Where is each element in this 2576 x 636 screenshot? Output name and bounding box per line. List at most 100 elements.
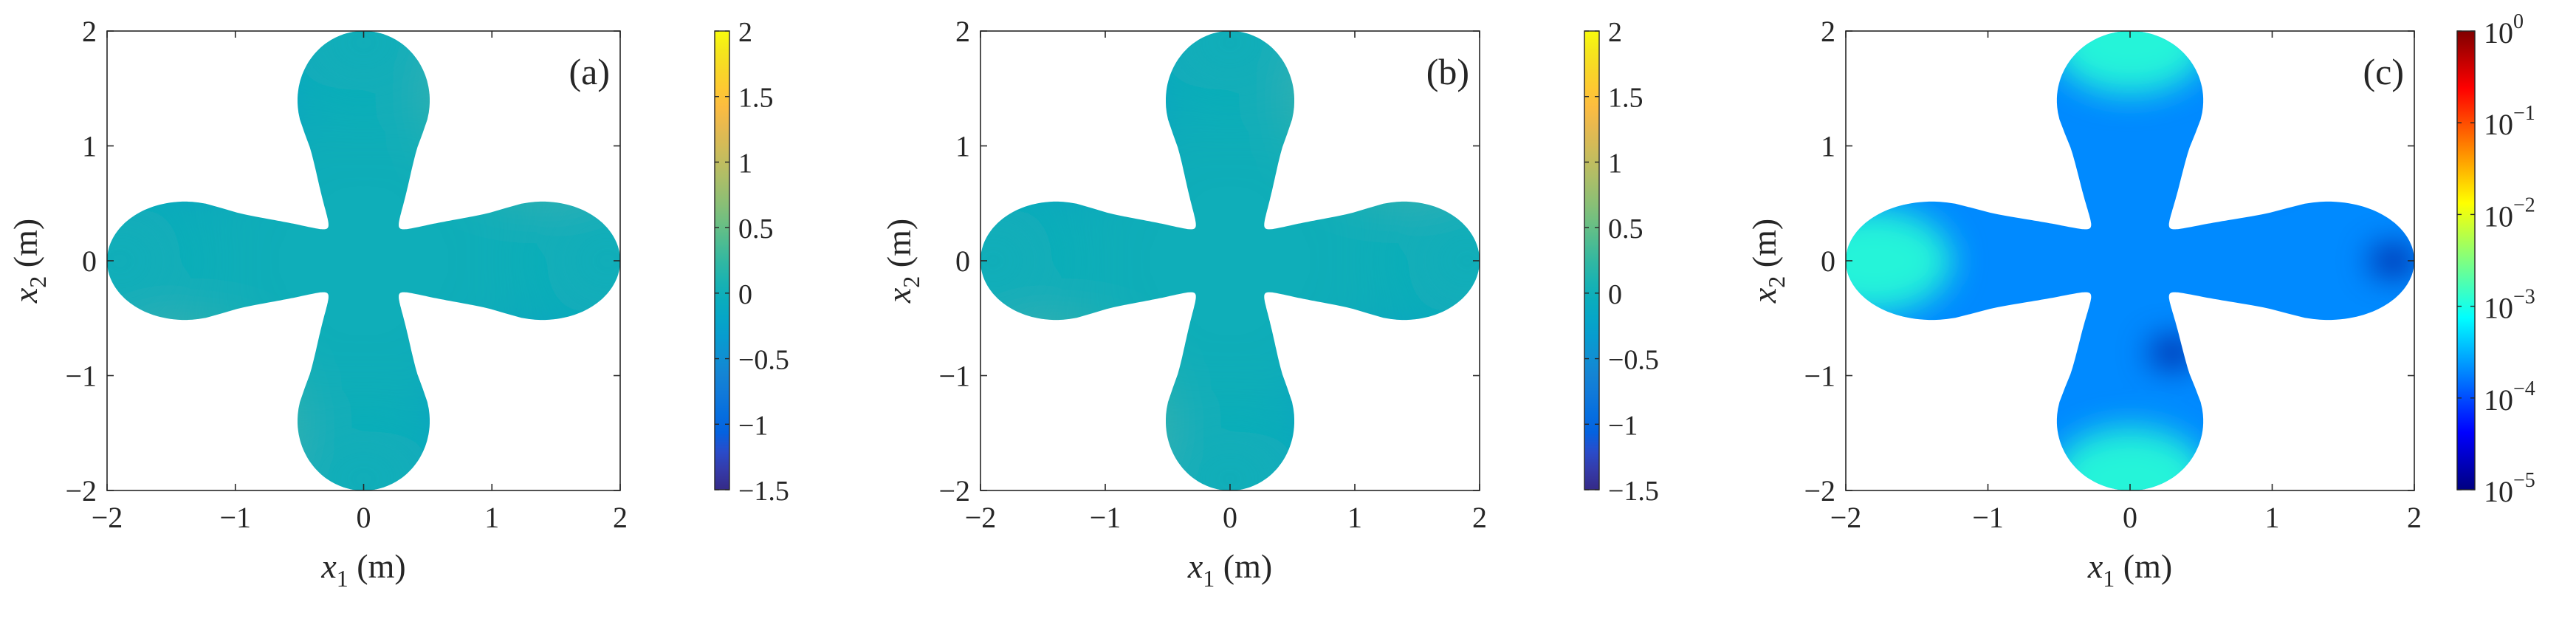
x-tick-label: 0	[357, 501, 371, 534]
x-axis-label-var: x	[320, 547, 337, 585]
field-sample-point	[1937, 361, 1982, 390]
x-axis-label-unit: (m)	[2115, 547, 2172, 585]
colorbar-tick-base: 10	[2484, 16, 2513, 49]
field-sample-point	[2052, 427, 2208, 490]
x-axis-label-sub: 1	[1203, 565, 1215, 592]
x-axis-label-unit: (m)	[1215, 547, 1272, 585]
field-sample-point	[107, 209, 190, 312]
y-axis-label-unit: (m)	[7, 219, 44, 276]
colorbar-tick-base: 10	[2484, 475, 2513, 508]
y-tick-label: 1	[955, 130, 970, 163]
colorbar	[714, 30, 730, 490]
y-axis-label-sub: 2	[1763, 276, 1790, 288]
field-sample-point	[2244, 363, 2400, 468]
y-tick-label: 2	[955, 15, 970, 48]
colorbar-tick-label: −1.5	[1608, 476, 1659, 507]
field-sample-point	[2052, 31, 2208, 95]
colorbar	[1584, 30, 1600, 490]
y-axis-label: x2 (m)	[7, 219, 51, 304]
colorbar-tick-base: 10	[2484, 292, 2513, 325]
colorbar-tick-label: −1	[1608, 410, 1638, 441]
colorbar-tick-exponent: −5	[2513, 469, 2535, 492]
x-tick-label: −2	[965, 501, 997, 534]
x-tick-label: −1	[219, 501, 251, 534]
colorbar-tick-label: 2	[738, 17, 752, 48]
colorbar-tick-label: 1	[738, 148, 752, 179]
y-axis-label-var: x	[7, 287, 44, 304]
x-tick-label: 0	[1223, 501, 1237, 534]
x-tick-label: 2	[613, 501, 628, 534]
field-sample-point	[1846, 209, 1953, 312]
panel-label: (a)	[569, 51, 611, 92]
colorbar-tick-label: −1	[738, 410, 768, 441]
y-tick-label: 2	[1821, 15, 1835, 48]
colorbar-tick-exponent: −1	[2513, 102, 2535, 125]
field-sample-point	[466, 363, 608, 468]
panel-label: (c)	[2363, 51, 2405, 92]
panel-label: (b)	[1426, 51, 1469, 92]
y-tick-label: −1	[938, 360, 970, 393]
y-tick-label: −2	[938, 474, 970, 507]
field-sample-point	[2235, 154, 2281, 183]
y-tick-label: 2	[82, 15, 97, 48]
x-axis-label-sub: 1	[337, 565, 348, 592]
colorbar-tick-base: 10	[2484, 383, 2513, 417]
colorbar-tick-label: 10−5	[2484, 469, 2535, 508]
y-axis-label-sub: 2	[898, 276, 924, 288]
y-axis-label-unit: (m)	[1745, 219, 1783, 276]
field-sample-point	[120, 54, 261, 158]
colorbar-tick-label: −0.5	[1608, 345, 1659, 376]
field-sample-point	[1161, 31, 1299, 95]
y-tick-label: 1	[82, 130, 97, 163]
field-sample-point	[2149, 338, 2196, 367]
y-tick-label: −1	[1804, 360, 1835, 393]
field-sample-point	[292, 427, 435, 490]
x-tick-label: −1	[1090, 501, 1122, 534]
colorbar-tick-label: −0.5	[738, 345, 789, 376]
y-tick-label: 0	[1821, 245, 1835, 278]
field-sample-point	[1330, 363, 1468, 468]
colorbar-tick-label: 1.5	[1608, 83, 1644, 114]
colorbar-tick-label: 10−2	[2484, 194, 2535, 233]
field-sample-point	[1937, 98, 1982, 126]
colorbar	[2456, 30, 2476, 490]
x-tick-label: 1	[2265, 501, 2280, 534]
field	[1846, 31, 2414, 490]
colorbar-tick-label: 0	[738, 279, 752, 310]
field-sample-point	[980, 209, 1062, 312]
x-axis-label-sub: 1	[2103, 565, 2115, 592]
y-tick-label: −2	[65, 474, 97, 507]
x-axis-label-var: x	[1187, 547, 1203, 585]
y-axis-label-var: x	[1745, 287, 1783, 304]
y-tick-label: 0	[82, 245, 97, 278]
x-axis-label: x1 (m)	[1187, 547, 1272, 592]
y-tick-label: 0	[955, 245, 970, 278]
x-axis-label-var: x	[2087, 547, 2103, 585]
x-tick-label: −2	[1830, 501, 1862, 534]
field-sample-point	[120, 363, 261, 468]
colorbar-tick-label: 0.5	[1608, 213, 1644, 245]
y-tick-label: −2	[1804, 474, 1835, 507]
x-axis-label-unit: (m)	[348, 547, 406, 585]
colorbar-tick-base: 10	[2484, 199, 2513, 233]
colorbar-tick-exponent: 0	[2513, 10, 2524, 33]
y-axis-label: x2 (m)	[880, 219, 924, 304]
colorbar-tick-exponent: −2	[2513, 194, 2535, 216]
y-axis-label-var: x	[880, 287, 918, 304]
y-axis-label: x2 (m)	[1745, 219, 1790, 304]
colorbar-tick-label: 10−1	[2484, 102, 2535, 141]
x-tick-label: 1	[1347, 501, 1362, 534]
colorbar-tick-exponent: −3	[2513, 286, 2535, 309]
field-sample-point	[992, 363, 1130, 468]
x-tick-label: 0	[2123, 501, 2137, 534]
colorbar-tick-label: 0.5	[738, 213, 774, 245]
x-tick-label: −1	[1972, 501, 2004, 534]
colorbar-tick-label: −1.5	[738, 476, 789, 507]
x-tick-label: −2	[92, 501, 123, 534]
x-tick-label: 2	[1472, 501, 1487, 534]
x-tick-label: 1	[484, 501, 499, 534]
x-tick-label: 2	[2407, 501, 2422, 534]
